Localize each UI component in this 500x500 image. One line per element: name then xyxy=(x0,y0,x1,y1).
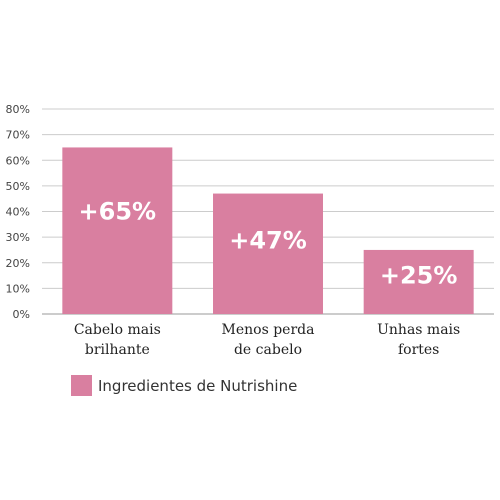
bar xyxy=(62,147,173,314)
legend-swatch xyxy=(71,375,92,396)
data-labels: +65% +47% +25% xyxy=(79,198,458,290)
y-tick-label: 20% xyxy=(6,257,30,270)
y-tick-label: 80% xyxy=(6,103,30,116)
y-tick-label: 60% xyxy=(6,154,30,167)
category-label: Cabelo mais xyxy=(74,322,161,338)
y-axis-ticks: 0% 10% 20% 30% 40% 50% 60% 70% 80% xyxy=(6,103,30,321)
category-label: fortes xyxy=(398,342,439,358)
legend: Ingredientes de Nutrishine xyxy=(71,375,297,396)
bar xyxy=(213,193,323,314)
category-label: Unhas mais xyxy=(377,322,460,338)
y-tick-label: 30% xyxy=(6,231,30,244)
category-label: brilhante xyxy=(85,342,150,358)
y-tick-label: 0% xyxy=(13,308,30,321)
category-label: Menos perda xyxy=(222,322,315,338)
data-label: +47% xyxy=(229,226,307,254)
bar xyxy=(363,249,474,314)
y-tick-label: 40% xyxy=(6,206,30,219)
legend-label: Ingredientes de Nutrishine xyxy=(98,377,297,395)
y-tick-label: 50% xyxy=(6,180,30,193)
data-label: +65% xyxy=(79,198,157,226)
bars xyxy=(62,147,474,314)
y-tick-label: 10% xyxy=(6,282,30,295)
data-label: +25% xyxy=(380,261,458,289)
x-axis-categories: Cabelo mais brilhante Menos perda de cabelo… xyxy=(74,322,460,358)
y-tick-label: 70% xyxy=(6,129,30,142)
category-label: de cabelo xyxy=(234,342,302,358)
